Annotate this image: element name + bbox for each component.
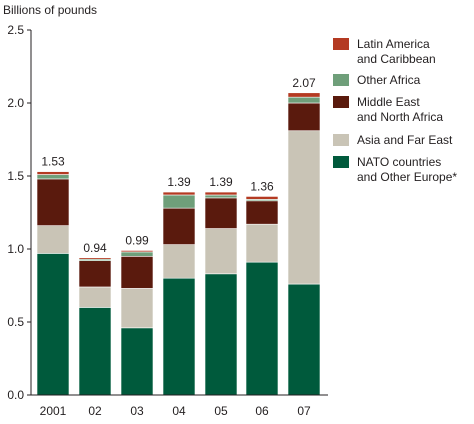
bar-segment bbox=[245, 196, 279, 200]
bar-segment bbox=[162, 244, 196, 279]
bar-segment bbox=[78, 307, 112, 396]
bar-segment bbox=[78, 257, 112, 260]
data-label: 1.53 bbox=[41, 155, 65, 169]
y-tick-label: 0.0 bbox=[7, 388, 24, 402]
bar-segment bbox=[120, 288, 154, 329]
bar-segment bbox=[245, 200, 279, 225]
bar-segment bbox=[36, 225, 70, 254]
y-axis: 0.0 0.5 1.0 1.5 2.0 2.5 bbox=[7, 23, 31, 402]
y-tick-label: 0.5 bbox=[7, 315, 24, 329]
data-label: 0.94 bbox=[83, 241, 107, 255]
bar-segment bbox=[78, 286, 112, 308]
y-tick-label: 2.5 bbox=[7, 23, 24, 37]
bar-segment bbox=[204, 273, 238, 396]
y-tick-label: 1.0 bbox=[7, 242, 24, 256]
bar-segment bbox=[245, 261, 279, 396]
bar-segment bbox=[36, 253, 70, 396]
bar-segment bbox=[36, 178, 70, 226]
data-label: 1.39 bbox=[209, 175, 233, 189]
x-tick-label: 2001 bbox=[40, 404, 67, 418]
bar-segment bbox=[36, 174, 70, 180]
data-label: 1.39 bbox=[167, 175, 191, 189]
bar-segment bbox=[245, 223, 279, 263]
bar-segment bbox=[162, 207, 196, 245]
bar-segment bbox=[78, 260, 112, 288]
x-tick-label: 03 bbox=[130, 404, 144, 418]
bar-segment bbox=[204, 197, 238, 229]
bar-segment bbox=[120, 250, 154, 253]
legend-label: Latin America and Caribbean bbox=[357, 37, 436, 66]
bar-segment bbox=[287, 92, 321, 98]
x-tick-label: 07 bbox=[297, 404, 311, 418]
x-axis: 2001 02 03 04 05 06 07 bbox=[40, 404, 311, 418]
bar-segment bbox=[287, 102, 321, 132]
x-tick-label: 06 bbox=[255, 404, 269, 418]
legend-swatch bbox=[333, 38, 349, 50]
x-tick-label: 02 bbox=[88, 404, 102, 418]
bar-segment bbox=[204, 194, 238, 199]
legend-label: NATO countries and Other Europe* bbox=[357, 155, 457, 184]
bar-segment bbox=[287, 96, 321, 104]
bar-segment bbox=[120, 327, 154, 396]
bar-segment bbox=[287, 130, 321, 285]
y-axis-label: Billions of pounds bbox=[3, 3, 97, 17]
bar-segment bbox=[204, 191, 238, 196]
bar-segment bbox=[120, 251, 154, 257]
total-labels: 1.53 0.94 0.99 1.39 1.39 1.36 2.07 bbox=[41, 76, 316, 255]
legend-label: Other Africa bbox=[357, 73, 421, 87]
legend-swatch bbox=[333, 134, 349, 146]
data-label: 1.36 bbox=[250, 179, 274, 193]
bar-segment bbox=[204, 228, 238, 275]
bar-segment bbox=[287, 283, 321, 396]
bar-segment bbox=[162, 194, 196, 209]
legend-label: Asia and Far East bbox=[357, 133, 453, 147]
data-label: 2.07 bbox=[292, 76, 316, 90]
legend-label: Middle East and North Africa bbox=[357, 95, 443, 124]
bar-segment bbox=[162, 191, 196, 196]
legend-swatch bbox=[333, 74, 349, 86]
y-tick-label: 1.5 bbox=[7, 169, 24, 183]
legend-swatch bbox=[333, 156, 349, 168]
bars bbox=[36, 92, 321, 396]
bar-segment bbox=[36, 171, 70, 175]
legend: Latin America and Caribbean Other Africa Mi… bbox=[333, 37, 457, 184]
legend-swatch bbox=[333, 96, 349, 108]
x-tick-label: 05 bbox=[214, 404, 228, 418]
bar-segment bbox=[162, 277, 196, 396]
data-label: 0.99 bbox=[125, 233, 149, 247]
x-tick-label: 04 bbox=[172, 404, 186, 418]
bar-segment bbox=[120, 255, 154, 289]
y-tick-label: 2.0 bbox=[7, 96, 24, 110]
